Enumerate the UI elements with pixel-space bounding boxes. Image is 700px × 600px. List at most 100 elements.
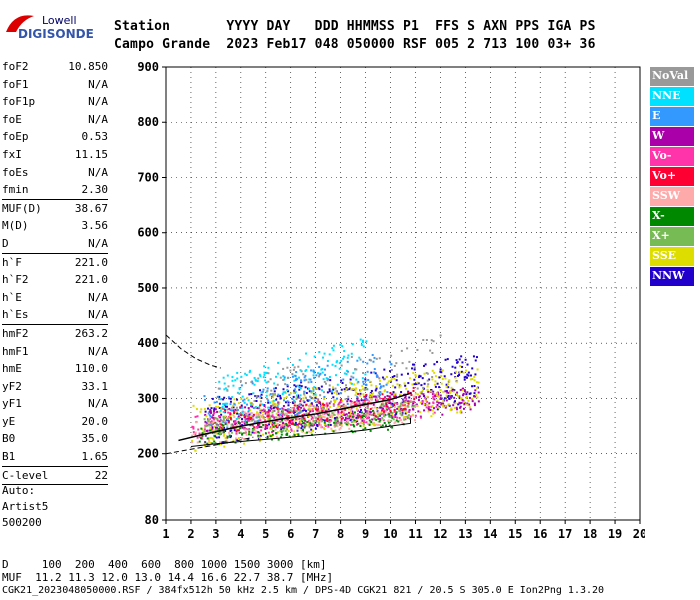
- echo-point: [298, 411, 301, 414]
- echo-point: [353, 419, 356, 422]
- echo-point: [220, 420, 223, 423]
- echo-point: [327, 408, 330, 411]
- echo-point: [243, 401, 246, 404]
- echo-point: [356, 422, 359, 425]
- echo-point: [264, 432, 267, 435]
- echo-point: [462, 392, 465, 395]
- y-tick-label: 400: [137, 336, 159, 350]
- echo-point: [211, 442, 214, 445]
- echo-point: [248, 408, 251, 411]
- echo-point: [386, 420, 389, 423]
- echo-point: [226, 423, 229, 426]
- echo-point: [283, 399, 286, 402]
- echo-point: [209, 421, 212, 424]
- x-tick-label: 2: [187, 527, 194, 541]
- echo-point: [288, 420, 291, 423]
- echo-point: [423, 364, 426, 367]
- echo-point: [385, 402, 388, 405]
- echo-point: [466, 391, 469, 394]
- echo-point: [451, 388, 454, 391]
- echo-point: [276, 419, 279, 422]
- echo-point: [359, 421, 362, 424]
- echo-point: [280, 436, 283, 439]
- echo-point: [236, 377, 239, 380]
- echo-point: [306, 399, 309, 402]
- echo-point: [463, 388, 466, 391]
- echo-point: [209, 436, 212, 439]
- echo-point: [194, 433, 197, 436]
- echo-point: [266, 397, 269, 400]
- echo-point: [406, 347, 409, 350]
- echo-point: [290, 428, 293, 431]
- echo-point: [283, 378, 286, 381]
- echo-point: [382, 407, 385, 410]
- echo-point: [361, 385, 364, 388]
- param-name: yF2: [2, 379, 22, 393]
- echo-point: [276, 408, 279, 411]
- echo-point: [441, 369, 444, 372]
- echo-point: [369, 395, 372, 398]
- echo-point: [272, 410, 275, 413]
- echo-point: [444, 358, 447, 361]
- echo-point: [310, 380, 313, 383]
- echo-point: [230, 429, 233, 432]
- echo-point: [448, 404, 451, 407]
- echo-point: [273, 404, 276, 407]
- echo-point: [405, 398, 408, 401]
- echo-point: [413, 383, 416, 386]
- echo-point: [423, 409, 426, 412]
- echo-point: [321, 419, 324, 422]
- echo-point: [457, 395, 460, 398]
- echo-point: [267, 380, 270, 383]
- echo-point: [343, 388, 346, 391]
- echo-point: [362, 393, 365, 396]
- echo-point: [338, 362, 341, 365]
- echo-point: [344, 408, 347, 411]
- echo-point: [398, 410, 401, 413]
- echo-point: [397, 420, 400, 423]
- echo-point: [264, 371, 267, 374]
- echo-point: [362, 380, 365, 383]
- echo-point: [344, 390, 347, 393]
- echo-point: [297, 396, 300, 399]
- echo-point: [269, 418, 272, 421]
- echo-point: [287, 376, 290, 379]
- echo-point: [318, 410, 321, 413]
- echo-point: [465, 393, 468, 396]
- echo-point: [424, 363, 427, 366]
- echo-point: [311, 429, 314, 432]
- echo-point: [340, 392, 343, 395]
- echo-point: [315, 362, 318, 365]
- echo-point: [407, 391, 410, 394]
- echo-point: [365, 421, 368, 424]
- echo-point: [340, 364, 343, 367]
- echo-point: [369, 413, 372, 416]
- echo-point: [372, 395, 375, 398]
- echo-point: [430, 405, 433, 408]
- echo-point: [474, 359, 477, 362]
- echo-point: [455, 406, 458, 409]
- echo-point: [270, 426, 273, 429]
- echo-point: [353, 425, 356, 428]
- echo-point: [316, 417, 319, 420]
- echo-point: [401, 411, 404, 414]
- echo-point: [273, 387, 276, 390]
- echo-point: [195, 408, 198, 411]
- echo-point: [246, 421, 249, 424]
- echo-point: [382, 398, 385, 401]
- echo-point: [361, 339, 364, 342]
- echo-point: [325, 408, 328, 411]
- echo-point: [279, 413, 282, 416]
- echo-point: [256, 411, 259, 414]
- echo-point: [353, 413, 356, 416]
- echo-point: [391, 402, 394, 405]
- echo-point: [252, 407, 255, 410]
- echo-point: [335, 374, 338, 377]
- echo-point: [351, 343, 354, 346]
- echo-point: [468, 396, 471, 399]
- echo-point: [276, 372, 279, 375]
- echo-point: [226, 408, 229, 411]
- echo-point: [261, 390, 264, 393]
- echo-point: [296, 384, 299, 387]
- echo-point: [340, 388, 343, 391]
